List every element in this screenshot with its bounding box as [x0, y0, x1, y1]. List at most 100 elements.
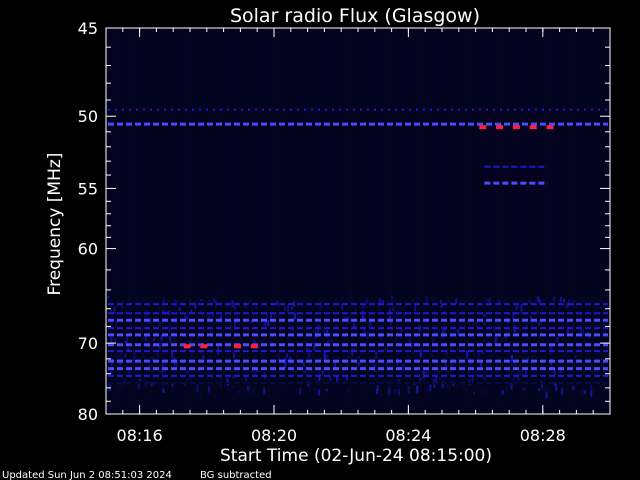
noise-speckle — [483, 322, 486, 325]
noise-speckle — [144, 380, 147, 384]
noise-speckle — [151, 356, 154, 362]
texture-column — [524, 29, 526, 413]
noise-speckle — [343, 323, 346, 328]
texture-column — [173, 29, 175, 413]
noise-speckle — [284, 365, 287, 369]
noise-speckle — [433, 384, 436, 388]
noise-speckle — [465, 350, 468, 357]
noise-speckle — [243, 389, 246, 396]
texture-column — [296, 29, 298, 413]
noise-speckle — [137, 364, 140, 368]
noise-speckle — [257, 303, 260, 310]
noise-speckle — [367, 310, 370, 317]
texture-column — [422, 29, 424, 413]
texture-column — [209, 29, 211, 413]
noise-speckle — [152, 345, 155, 349]
noise-speckle — [238, 390, 241, 393]
noise-speckle — [124, 354, 127, 358]
noise-speckle — [402, 363, 405, 371]
noise-speckle — [223, 313, 226, 317]
noise-speckle — [362, 389, 365, 396]
noise-speckle — [206, 382, 209, 388]
noise-speckle — [123, 363, 126, 370]
noise-speckle — [515, 373, 518, 376]
noise-speckle — [110, 337, 113, 342]
noise-speckle — [433, 296, 436, 302]
texture-column — [353, 29, 355, 413]
texture-column — [116, 29, 118, 413]
noise-speckle — [592, 386, 595, 393]
noise-speckle — [546, 328, 549, 334]
noise-speckle — [603, 360, 606, 369]
noise-speckle — [171, 382, 174, 387]
texture-column — [434, 29, 436, 413]
noise-speckle — [255, 306, 258, 309]
x-tick-label: 08:20 — [251, 426, 297, 445]
noise-speckle — [515, 303, 518, 311]
texture-column — [596, 29, 598, 413]
noise-speckle — [483, 372, 486, 376]
noise-speckle — [279, 327, 282, 333]
noise-speckle — [381, 300, 384, 305]
noise-speckle — [110, 367, 113, 375]
noise-speckle — [175, 380, 178, 384]
noise-speckle — [483, 337, 486, 343]
noise-speckle — [320, 302, 323, 310]
noise-speckle — [425, 369, 428, 375]
noise-speckle — [558, 345, 561, 350]
texture-column — [470, 29, 472, 413]
noise-speckle — [389, 308, 392, 313]
noise-speckle — [574, 354, 577, 359]
noise-speckle — [351, 348, 354, 356]
noise-speckle — [307, 351, 310, 359]
noise-speckle — [537, 345, 540, 349]
texture-column — [158, 29, 160, 413]
noise-speckle — [227, 346, 230, 352]
texture-column — [533, 29, 535, 413]
noise-speckle — [202, 355, 205, 362]
noise-speckle — [244, 308, 247, 316]
noise-speckle — [193, 364, 196, 367]
noise-speckle — [509, 341, 512, 349]
noise-speckle — [323, 351, 326, 360]
noise-speckle — [117, 353, 120, 361]
noise-speckle — [312, 349, 315, 355]
noise-speckle — [376, 385, 379, 391]
noise-speckle — [462, 385, 465, 390]
noise-speckle — [444, 361, 447, 368]
noise-speckle — [561, 388, 563, 395]
noise-speckle — [432, 354, 434, 361]
texture-column — [560, 29, 562, 413]
noise-speckle — [422, 371, 424, 374]
noise-speckle — [260, 350, 263, 358]
noise-speckle — [184, 312, 187, 320]
noise-speckle — [416, 296, 419, 304]
noise-speckle — [504, 297, 507, 304]
noise-speckle — [590, 390, 593, 397]
noise-speckle — [162, 388, 165, 394]
noise-speckle — [280, 347, 283, 351]
noise-speckle — [147, 356, 150, 361]
texture-column — [593, 29, 595, 413]
noise-speckle — [197, 369, 200, 372]
noise-speckle — [132, 369, 135, 378]
noise-speckle — [158, 321, 161, 327]
noise-speckle — [233, 352, 236, 359]
texture-column — [317, 29, 319, 413]
noise-speckle — [284, 357, 287, 365]
noise-speckle — [150, 330, 153, 333]
noise-speckle — [457, 329, 459, 336]
noise-speckle — [259, 321, 261, 328]
noise-speckle — [124, 341, 127, 344]
noise-speckle — [361, 311, 364, 319]
noise-speckle — [476, 321, 479, 328]
noise-speckle — [581, 299, 584, 303]
noise-speckle — [486, 298, 489, 301]
noise-speckle — [436, 371, 439, 375]
noise-speckle — [427, 322, 430, 330]
noise-speckle — [488, 355, 491, 360]
noise-speckle — [556, 336, 559, 344]
noise-speckle — [520, 295, 523, 304]
noise-speckle — [445, 329, 448, 336]
noise-speckle — [369, 320, 372, 328]
